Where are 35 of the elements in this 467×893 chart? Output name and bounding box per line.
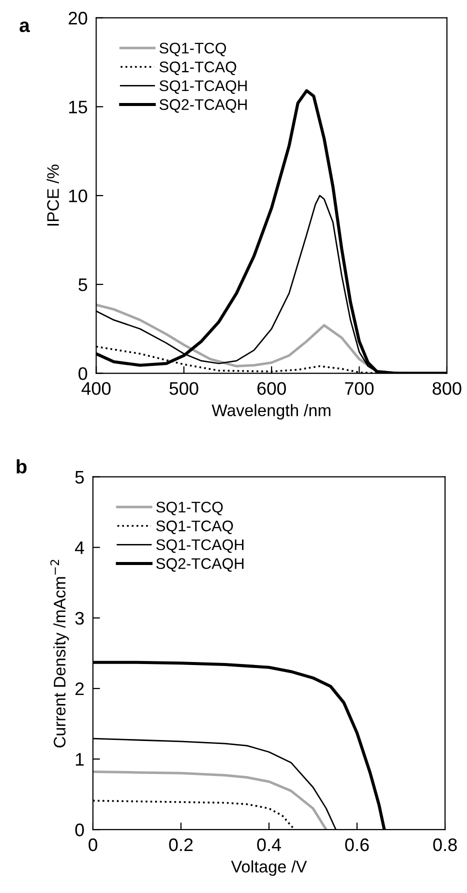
legend-label: SQ1-TCQ — [156, 502, 223, 516]
x-tick-label: 0.2 — [169, 838, 193, 852]
legend-label: SQ1-TCAQH — [160, 80, 247, 94]
legend-label: SQ1-TCAQ — [160, 62, 236, 76]
x-tick-label: 400 — [82, 382, 111, 395]
y-tick-label: 20 — [68, 12, 88, 25]
y-tick-label: 15 — [69, 100, 88, 114]
chart-title: a — [20, 21, 30, 32]
legend-label: SQ1-TCAQH — [156, 539, 244, 553]
x-axis-title: Voltage /V — [231, 860, 307, 876]
y-tick-label: 2 — [75, 682, 84, 696]
y-axis-title: Current Density /mAcm$^{−2}$ — [50, 560, 69, 748]
x-tick-label: 0 — [88, 838, 98, 852]
x-axis-title: Wavelength /nm — [212, 404, 330, 420]
legend-label: SQ1-TCQ — [160, 42, 226, 56]
y-tick-label: 5 — [75, 470, 84, 484]
y-tick-label: 0 — [78, 367, 88, 380]
legend-label: SQ1-TCAQ — [156, 520, 233, 534]
y-tick-label: 3 — [75, 612, 84, 625]
x-tick-label: 800 — [432, 382, 462, 395]
y-axis-title: IPCE /% — [46, 164, 59, 226]
x-tick-label: 0.4 — [257, 838, 282, 852]
legend-label: SQ2-TCAQH — [156, 558, 244, 572]
y-tick-label: 0 — [75, 824, 84, 836]
x-tick-label: 0.8 — [433, 838, 457, 852]
y-tick-label: 5 — [78, 278, 88, 292]
y-tick-label: 4 — [74, 542, 84, 554]
y-tick-label: 10 — [69, 190, 88, 202]
x-tick-label: 500 — [170, 382, 198, 395]
legend-label: SQ2-TCAQH — [160, 99, 247, 113]
chart-title: b — [16, 459, 27, 474]
x-tick-label: 0.6 — [345, 838, 369, 852]
x-tick-label: 600 — [257, 382, 286, 395]
x-tick-label: 700 — [345, 382, 374, 395]
y-tick-label: 1 — [76, 753, 84, 766]
